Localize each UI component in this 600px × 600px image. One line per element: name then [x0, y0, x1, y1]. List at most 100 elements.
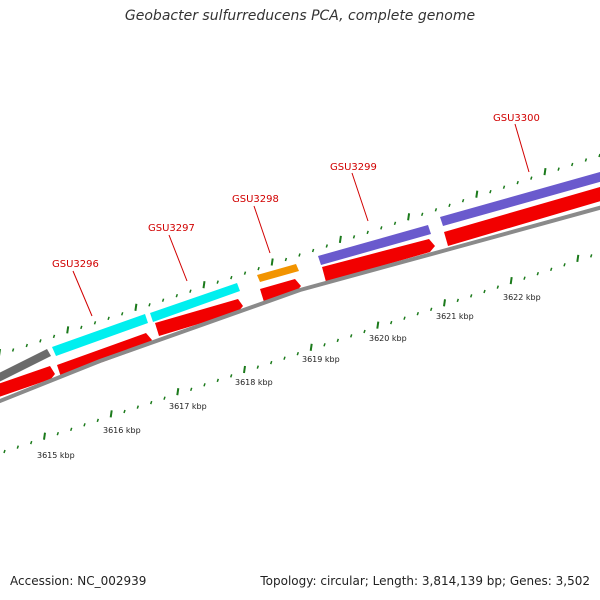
inner-minor-tick — [123, 409, 126, 414]
outer-minor-tick — [161, 298, 165, 302]
inner-tick-ruler — [3, 254, 593, 454]
kbp-label-3619: 3619 kbp — [302, 355, 340, 364]
map-title: Geobacter sulfurreducens PCA, complete g… — [124, 8, 476, 24]
outer-minor-tick — [257, 266, 260, 271]
gene-labels: GSU3296 GSU3297 GSU3298 GSU3299 GSU3300 — [52, 113, 540, 317]
outer-major-tick — [543, 167, 547, 176]
gray-feature-box — [0, 349, 51, 382]
outer-minor-tick — [380, 226, 383, 230]
outer-minor-tick — [107, 316, 110, 321]
inner-major-tick — [443, 299, 446, 307]
inner-minor-tick — [296, 351, 300, 356]
outer-minor-tick — [148, 303, 151, 307]
inner-minor-tick — [69, 427, 73, 432]
outer-minor-tick — [216, 280, 219, 284]
cds-arrow-track — [0, 187, 600, 397]
outer-minor-tick — [230, 275, 233, 280]
leader-line-gsu3298 — [253, 205, 271, 254]
leader-line-gsu3296 — [72, 270, 93, 317]
inner-major-tick — [176, 388, 180, 396]
outer-minor-tick — [39, 339, 42, 343]
inner-minor-tick — [389, 320, 393, 325]
cds-arrow-gsu3300 — [444, 187, 600, 246]
outer-minor-tick — [502, 185, 506, 189]
inner-major-tick — [576, 254, 580, 263]
outer-minor-tick — [93, 321, 97, 325]
inner-minor-tick — [163, 396, 166, 400]
inner-minor-tick — [149, 400, 153, 405]
outer-major-tick — [338, 235, 342, 244]
inner-minor-tick — [469, 294, 473, 298]
inner-minor-tick — [589, 254, 593, 258]
topology-text: Topology: circular; Length: 3,814,139 bp… — [260, 574, 590, 588]
inner-minor-tick — [3, 449, 6, 454]
inner-major-tick — [109, 410, 113, 418]
upper-feature-track — [0, 172, 600, 382]
outer-minor-tick — [420, 212, 424, 217]
cyan-feature-box-2 — [150, 283, 240, 322]
inner-minor-tick — [269, 360, 273, 365]
inner-minor-tick — [429, 307, 433, 312]
kbp-label-3616: 3616 kbp — [103, 426, 141, 435]
inner-major-tick — [43, 432, 46, 440]
inner-minor-tick — [349, 334, 353, 338]
kbp-label-3620: 3620 kbp — [369, 334, 407, 343]
inner-minor-tick — [363, 329, 366, 334]
inner-minor-tick — [136, 405, 140, 409]
inner-major-tick — [376, 321, 380, 329]
outer-minor-tick — [311, 248, 315, 253]
purple-feature-box-2 — [440, 172, 600, 226]
cds-arrow-gsu3299 — [322, 239, 435, 282]
outer-minor-tick — [11, 348, 15, 352]
genome-backbone — [0, 205, 600, 404]
outer-major-tick — [66, 326, 70, 334]
inner-major-tick — [509, 276, 513, 285]
kbp-label-3617: 3617 kbp — [169, 402, 207, 411]
outer-minor-tick — [489, 189, 492, 194]
outer-major-tick — [475, 190, 479, 198]
outer-major-tick — [407, 213, 411, 221]
cds-arrow-gsu3295 — [0, 366, 55, 397]
outer-minor-tick — [530, 176, 533, 180]
outer-minor-tick — [393, 221, 397, 226]
outer-minor-tick — [298, 253, 301, 257]
inner-minor-tick — [496, 285, 500, 289]
orange-feature-box — [257, 264, 299, 282]
outer-minor-tick — [25, 343, 29, 348]
kbp-label-3621: 3621 kbp — [436, 312, 474, 321]
gene-label-gsu3297: GSU3297 — [148, 223, 195, 234]
outer-minor-tick — [557, 167, 560, 171]
inner-minor-tick — [416, 311, 420, 316]
inner-minor-tick — [83, 423, 86, 427]
outer-minor-tick — [120, 312, 124, 316]
inner-minor-tick — [283, 356, 286, 360]
accession-text: Accession: NC_002939 — [10, 574, 147, 588]
inner-minor-tick — [96, 418, 100, 423]
outer-minor-tick — [52, 334, 56, 339]
leader-line-gsu3300 — [514, 123, 530, 173]
leader-line-gsu3299 — [351, 172, 369, 222]
inner-minor-tick — [203, 383, 206, 387]
outer-minor-tick — [80, 325, 83, 330]
inner-minor-tick — [256, 365, 260, 369]
inner-major-tick — [243, 365, 246, 374]
gene-label-gsu3296: GSU3296 — [52, 259, 99, 270]
inner-minor-tick — [56, 431, 60, 436]
inner-minor-tick — [549, 267, 553, 272]
outer-major-tick — [202, 281, 206, 289]
inner-minor-tick — [336, 338, 340, 343]
outer-major-tick — [134, 303, 138, 311]
inner-minor-tick — [523, 276, 526, 280]
gene-label-gsu3299: GSU3299 — [330, 162, 377, 173]
outer-minor-tick — [352, 235, 356, 239]
inner-minor-tick — [483, 289, 486, 294]
outer-minor-tick — [461, 198, 465, 203]
outer-minor-tick — [284, 257, 288, 262]
inner-major-tick — [309, 343, 313, 351]
outer-major-tick — [270, 258, 274, 266]
inner-minor-tick — [536, 271, 540, 276]
inner-minor-tick — [189, 387, 193, 392]
kbp-label-3618: 3618 kbp — [235, 378, 273, 387]
cyan-feature-box-1 — [52, 314, 148, 356]
